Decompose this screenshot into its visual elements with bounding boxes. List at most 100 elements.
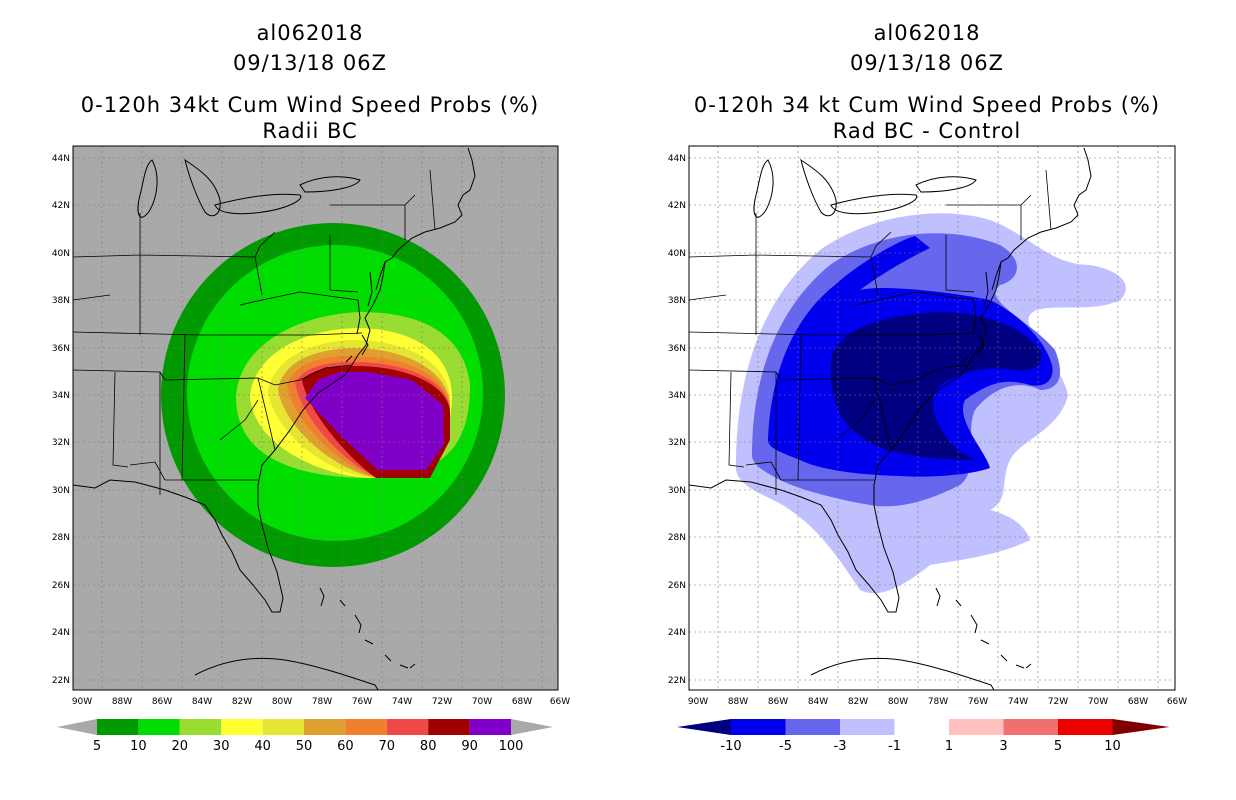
colorbar-swatch (428, 719, 470, 735)
colorbar-swatch (894, 719, 949, 735)
left-storm-id: al062018 (256, 21, 364, 45)
lat-label: 42N (52, 201, 70, 211)
right-map-frame (688, 145, 1176, 691)
lat-label: 32N (52, 438, 70, 448)
lon-label: 88W (112, 697, 132, 707)
left-title: 0-120h 34kt Cum Wind Speed Probs (%) (80, 93, 540, 117)
colorbar-label: 100 (499, 739, 524, 754)
lat-label: 44N (668, 154, 686, 164)
lon-label: 68W (512, 697, 532, 707)
left-lat-labels: 44N 42N 40N 38N 36N 34N 32N 30N 28N 26N … (52, 154, 70, 686)
colorbar-label: 80 (420, 739, 437, 754)
colorbar-swatch (138, 719, 180, 735)
lat-label: 42N (668, 201, 686, 211)
left-map-frame (72, 145, 559, 691)
lon-label: 74W (392, 697, 412, 707)
right-storm-id: al062018 (873, 21, 981, 45)
lon-label: 72W (432, 697, 452, 707)
lon-label: 68W (1128, 697, 1148, 707)
lat-label: 28N (52, 533, 70, 543)
lat-label: 28N (668, 533, 686, 543)
colorbar-label: -1 (888, 739, 901, 754)
right-subtitle: Rad BC - Control (832, 119, 1022, 143)
colorbar-swatch (262, 719, 304, 735)
colorbar-label: 30 (213, 739, 230, 754)
colorbar-label: -3 (834, 739, 847, 754)
right-lon-labels: 90W 88W 86W 84W 82W 80W 78W 76W 74W 72W … (688, 697, 1187, 707)
lon-label: 82W (232, 697, 252, 707)
colorbar-label: 50 (296, 739, 313, 754)
lon-label: 78W (928, 697, 948, 707)
colorbar-label: 90 (461, 739, 478, 754)
diff-region-minus10 (830, 312, 1042, 460)
lat-label: 24N (668, 628, 686, 638)
colorbar-label: -10 (720, 739, 741, 754)
colorbar-swatch (785, 719, 840, 735)
colorbar-end-right (1112, 719, 1170, 735)
lon-label: 80W (272, 697, 292, 707)
lat-label: 34N (668, 391, 686, 401)
lon-label: 66W (1167, 697, 1187, 707)
left-lon-labels: 90W 88W 86W 84W 82W 80W 78W 76W 74W 72W … (72, 697, 570, 707)
left-subtitle: Radii BC (262, 119, 358, 143)
right-datetime: 09/13/18 06Z (849, 51, 1005, 75)
colorbar-swatch (386, 719, 429, 735)
colorbar-swatch (840, 719, 895, 735)
right-lat-labels: 44N 42N 40N 38N 36N 34N 32N 30N 28N 26N … (668, 154, 686, 686)
lon-label: 84W (192, 697, 212, 707)
lon-label: 70W (1088, 697, 1108, 707)
colorbar-swatch (949, 719, 1004, 735)
prob-region-90 (305, 372, 444, 470)
lat-label: 26N (668, 581, 686, 591)
right-title-block: al062018 09/13/18 06Z 0-120h 34 kt Cum W… (672, 18, 1182, 146)
lat-label: 40N (668, 249, 686, 259)
lat-label: 36N (52, 344, 70, 354)
lat-label: 36N (668, 344, 686, 354)
lat-label: 38N (52, 296, 70, 306)
colorbar-swatch (1003, 719, 1058, 735)
colorbar-end-left (677, 719, 731, 735)
colorbar-swatch (221, 719, 263, 735)
lon-label: 72W (1048, 697, 1068, 707)
lat-label: 30N (668, 486, 686, 496)
lat-label: 44N (52, 154, 70, 164)
lat-label: 40N (52, 249, 70, 259)
colorbar-swatch (304, 719, 346, 735)
lon-label: 90W (688, 697, 708, 707)
colorbar-end-right (511, 719, 553, 735)
lon-label: 90W (72, 697, 92, 707)
left-probability-field (73, 146, 558, 690)
lon-label: 76W (352, 697, 372, 707)
right-map: 44N 42N 40N 38N 36N 34N 32N 30N 28N 26N … (668, 145, 1187, 707)
lon-label: 86W (152, 697, 172, 707)
colorbar-swatch (731, 719, 786, 735)
lon-label: 70W (472, 697, 492, 707)
lat-label: 24N (52, 628, 70, 638)
colorbar-label: -5 (779, 739, 792, 754)
lat-label: 22N (668, 676, 686, 686)
right-title: 0-120h 34 kt Cum Wind Speed Probs (%) (693, 93, 1161, 117)
lon-label: 66W (550, 697, 570, 707)
lat-label: 38N (668, 296, 686, 306)
colorbar-swatch (1058, 719, 1113, 735)
colorbar-swatch (345, 719, 387, 735)
lon-label: 76W (968, 697, 988, 707)
lon-label: 86W (768, 697, 788, 707)
colorbar-label: 40 (254, 739, 271, 754)
colorbar-label: 5 (93, 739, 101, 754)
colorbar-label: 3 (999, 739, 1007, 754)
colorbar-label: 10 (1104, 739, 1121, 754)
colorbar-swatch (469, 719, 511, 735)
colorbar-end-left (57, 719, 97, 735)
left-datetime: 09/13/18 06Z (232, 51, 388, 75)
colorbar-label: 1 (945, 739, 953, 754)
lon-label: 74W (1008, 697, 1028, 707)
colorbar-label: 70 (379, 739, 396, 754)
colorbar-label: 10 (130, 739, 147, 754)
left-map: 44N 42N 40N 38N 36N 34N 32N 30N 28N 26N … (52, 145, 570, 707)
colorbar-swatch (179, 719, 222, 735)
lon-label: 88W (728, 697, 748, 707)
lon-label: 82W (848, 697, 868, 707)
right-colorbar: -10 -5 -3 -1 1 3 5 10 (677, 719, 1170, 754)
lon-label: 78W (312, 697, 332, 707)
